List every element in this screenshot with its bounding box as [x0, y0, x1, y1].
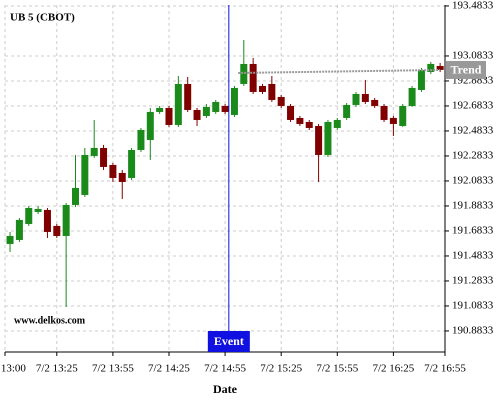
- candle-body: [296, 117, 304, 124]
- trend-label-box: [446, 60, 486, 79]
- y-tick-label: 192.6833: [452, 99, 494, 111]
- candle-body: [305, 121, 313, 128]
- event-label-box: [207, 331, 250, 352]
- y-tick-label: 192.4833: [452, 124, 494, 136]
- candle-body: [417, 69, 425, 90]
- y-tick-label: 193.0833: [452, 49, 494, 61]
- candle-body: [53, 225, 61, 236]
- candle-body: [137, 129, 145, 150]
- y-tick-label: 192.0833: [452, 174, 494, 186]
- candle-body: [156, 107, 164, 112]
- y-tick-label: 191.6833: [452, 224, 494, 236]
- y-tick-label: 191.4833: [452, 249, 494, 261]
- candle-body: [249, 63, 257, 92]
- candle-body: [230, 87, 238, 115]
- candle-body: [361, 93, 369, 102]
- candle-body: [315, 125, 323, 155]
- candle-body: [436, 65, 444, 70]
- y-tick-label: 192.2833: [452, 149, 494, 161]
- candle-body: [371, 99, 379, 106]
- trend-line: [238, 68, 441, 74]
- candle-body: [212, 101, 220, 112]
- candle-body: [15, 219, 23, 240]
- trend-label: Trend: [451, 63, 482, 77]
- candle-body: [287, 105, 295, 120]
- marks: [6, 39, 444, 307]
- candle-body: [100, 147, 108, 167]
- candle-body: [118, 172, 126, 182]
- candle-body: [109, 164, 117, 178]
- x-tick-label: 7/2 13:55: [92, 363, 134, 375]
- x-tick-label: 7/2 15:55: [316, 363, 358, 375]
- candle-body: [408, 87, 416, 106]
- candle-body: [352, 93, 360, 105]
- event-label: Event: [214, 334, 244, 348]
- candle-body: [25, 207, 33, 224]
- watermark: www.delkos.com: [14, 315, 86, 326]
- candle-body: [221, 105, 229, 112]
- candle-body: [71, 187, 79, 205]
- candle-body: [324, 121, 332, 155]
- chart-title: UB 5 (CBOT): [10, 12, 75, 24]
- candle-body: [268, 83, 276, 100]
- y-tick-label: 193.4833: [452, 0, 494, 11]
- candle-body: [62, 204, 70, 236]
- candle-body: [174, 83, 182, 125]
- x-tick-label: 7/2 14:55: [204, 363, 246, 375]
- candle-body: [90, 147, 98, 156]
- candle-body: [34, 208, 42, 212]
- candle-body: [43, 209, 51, 232]
- x-tick-label: 7/2 16:55: [424, 363, 466, 375]
- candle-body: [81, 154, 89, 195]
- x-axis-title: Date: [213, 382, 238, 396]
- x-tick-label: 7/2 15:25: [260, 363, 302, 375]
- x-tick-label: 7/2 13:00: [0, 363, 26, 375]
- x-tick-label: 7/2 13:25: [36, 363, 78, 375]
- candle-body: [399, 105, 407, 126]
- candle-body: [380, 105, 388, 120]
- candle-body: [427, 63, 435, 72]
- candle-body: [202, 106, 210, 116]
- y-tick-label: 191.2833: [452, 274, 494, 286]
- candle-body: [333, 119, 341, 128]
- y-tick-label: 191.8833: [452, 199, 494, 211]
- candle-body: [165, 107, 173, 125]
- candle-body: [193, 109, 201, 120]
- candle-body: [258, 85, 266, 92]
- candle-body: [343, 104, 351, 118]
- candle-body: [184, 83, 192, 110]
- candle-body: [389, 117, 397, 124]
- x-tick-label: 7/2 16:25: [372, 363, 414, 375]
- y-tick-label: 191.0833: [452, 299, 494, 311]
- x-tick-label: 7/2 14:25: [148, 363, 190, 375]
- candle-body: [128, 149, 136, 178]
- candle-body: [6, 235, 14, 244]
- candle-body: [277, 96, 285, 106]
- y-tick-label: 190.8833: [452, 324, 494, 336]
- candle-body: [146, 111, 154, 140]
- candle-body: [240, 63, 248, 84]
